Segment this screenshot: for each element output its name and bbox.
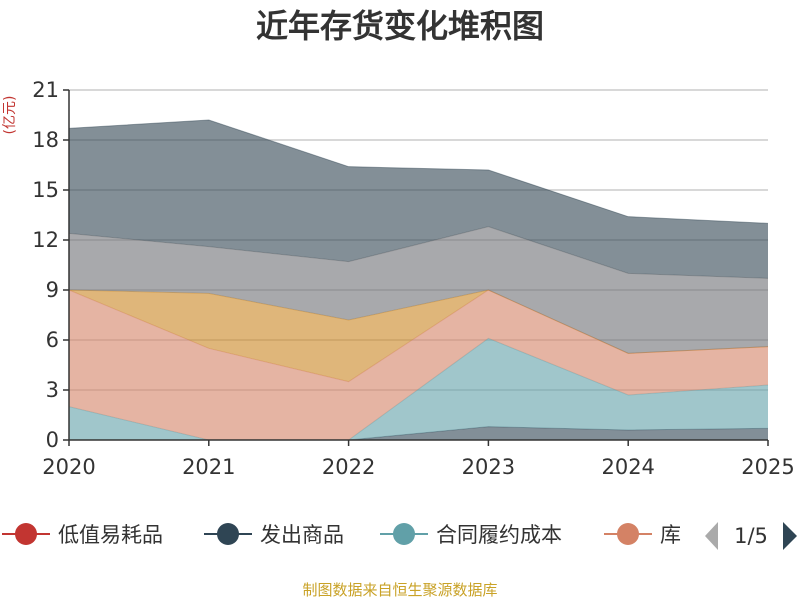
legend-label: 发出商品 — [260, 523, 344, 547]
legend-label: 低值易耗品 — [58, 523, 163, 547]
y-axis-label: (亿元) — [2, 96, 18, 135]
legend-marker — [217, 523, 239, 545]
legend[interactable]: 低值易耗品 发出商品 合同履约成本 库 — [2, 523, 681, 547]
area-series-5 — [69, 226, 768, 354]
y-tick-label: 15 — [32, 178, 59, 202]
legend-item-0[interactable]: 低值易耗品 — [2, 523, 163, 547]
y-tick-label: 0 — [46, 428, 59, 452]
x-tick-label: 2023 — [462, 455, 515, 479]
tick-labels: 0 3 6 9 12 15 18 21 2020 2021 2022 2023 2024 2025 — [32, 78, 794, 479]
y-tick-label: 12 — [32, 228, 59, 252]
area-series-6 — [69, 120, 768, 279]
chart-title: 近年存货变化堆积图 — [256, 7, 544, 45]
legend-item-3[interactable]: 库 — [604, 523, 681, 547]
x-tick-label: 2025 — [741, 455, 794, 479]
legend-prev-icon[interactable] — [705, 522, 718, 550]
area-series-2 — [69, 338, 768, 440]
x-tick-label: 2020 — [42, 455, 95, 479]
x-tick-label: 2024 — [601, 455, 654, 479]
y-tick-label: 21 — [32, 78, 59, 102]
x-tick-label: 2021 — [182, 455, 235, 479]
y-tick-label: 18 — [32, 128, 59, 152]
legend-label: 库 — [660, 523, 681, 547]
axes — [63, 89, 769, 446]
y-tick-label: 3 — [46, 378, 59, 402]
legend-marker — [393, 523, 415, 545]
legend-pager: 1/5 — [705, 522, 797, 550]
x-tick-label: 2022 — [322, 455, 375, 479]
legend-next-icon[interactable] — [783, 522, 797, 550]
area-series-3 — [69, 290, 768, 440]
legend-item-1[interactable]: 发出商品 — [204, 523, 344, 547]
area-series — [68, 119, 769, 441]
y-tick-label: 9 — [46, 278, 59, 302]
legend-marker — [15, 523, 37, 545]
area-series-4 — [69, 290, 768, 382]
legend-page-indicator: 1/5 — [734, 524, 768, 548]
legend-label: 合同履约成本 — [436, 523, 562, 547]
legend-item-2[interactable]: 合同履约成本 — [380, 523, 562, 547]
area-line-6 — [68, 119, 769, 224]
data-source-note: 制图数据来自恒生聚源数据库 — [302, 581, 497, 599]
legend-marker — [617, 523, 639, 545]
y-tick-label: 6 — [46, 328, 59, 352]
area-series-1 — [69, 426, 768, 440]
